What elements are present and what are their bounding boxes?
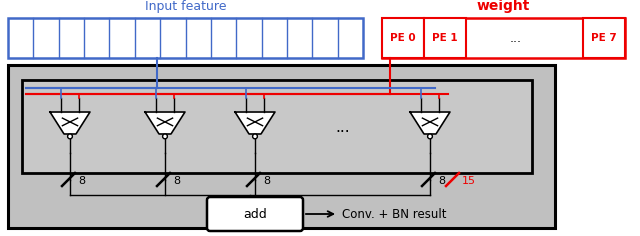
Text: PE 0: PE 0: [390, 33, 416, 43]
Circle shape: [163, 134, 168, 139]
Text: PE 1: PE 1: [432, 33, 458, 43]
Polygon shape: [50, 112, 90, 134]
Bar: [22, 80, 532, 173]
Text: ...: ...: [335, 121, 350, 135]
Text: 8: 8: [173, 176, 180, 186]
Bar: [8, 18, 363, 58]
Circle shape: [253, 134, 257, 139]
Text: 15: 15: [462, 176, 476, 186]
Bar: [583, 18, 625, 58]
Text: add: add: [243, 207, 267, 220]
FancyBboxPatch shape: [207, 197, 303, 231]
Text: weight: weight: [477, 0, 530, 13]
Circle shape: [428, 134, 433, 139]
Text: ...: ...: [509, 31, 522, 45]
Circle shape: [68, 134, 72, 139]
Text: 8: 8: [438, 176, 445, 186]
Bar: [8, 65, 555, 228]
Text: Conv. + BN result: Conv. + BN result: [342, 207, 447, 220]
Polygon shape: [235, 112, 275, 134]
Text: PE 7: PE 7: [591, 33, 617, 43]
Bar: [424, 18, 466, 58]
Polygon shape: [410, 112, 450, 134]
Text: Input feature: Input feature: [145, 0, 227, 13]
Bar: [382, 18, 625, 58]
Bar: [382, 18, 424, 58]
Text: 8: 8: [78, 176, 85, 186]
Polygon shape: [145, 112, 185, 134]
Text: 8: 8: [263, 176, 270, 186]
